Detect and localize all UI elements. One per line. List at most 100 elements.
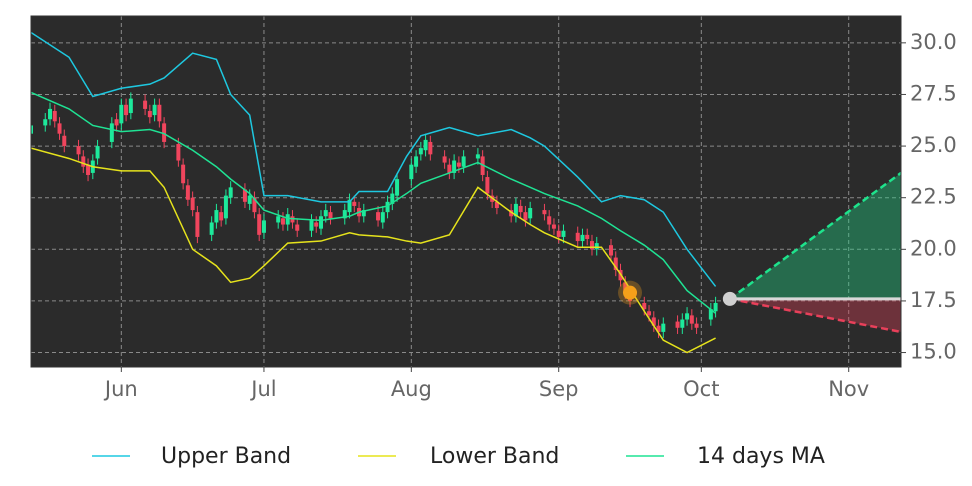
candle-body <box>247 195 252 204</box>
candle-body <box>589 241 594 250</box>
candle-body <box>385 201 390 213</box>
candle-body <box>81 156 86 167</box>
candle-body <box>76 146 81 155</box>
candle-body <box>509 210 514 217</box>
candle-body <box>181 164 186 184</box>
candle-body <box>594 243 599 250</box>
legend-label: Upper Band <box>161 444 291 469</box>
candle-body <box>319 216 323 229</box>
candle-body <box>680 319 685 328</box>
candle-body <box>689 315 694 324</box>
x-tick-label: Jun <box>103 377 138 401</box>
plot-frame <box>30 15 902 368</box>
candle-body <box>209 222 214 235</box>
y-tick-label: 15.0 <box>910 340 957 364</box>
candle-body <box>376 212 381 221</box>
candle-body <box>147 110 152 118</box>
candle-body <box>342 210 347 219</box>
band-line <box>31 91 717 314</box>
candle-body <box>580 234 585 242</box>
forecast-upper-line <box>729 171 901 300</box>
candle-body <box>223 195 228 219</box>
y-tick-label: 27.5 <box>910 81 957 105</box>
plot-background <box>31 16 901 367</box>
candle-body <box>195 212 200 237</box>
candle-body <box>219 212 224 221</box>
candle-body <box>57 123 62 134</box>
candle-body <box>675 321 680 328</box>
forecast-lower-line <box>729 297 901 334</box>
candle-body <box>124 104 129 116</box>
candle-body <box>185 185 190 200</box>
candle-body <box>31 125 33 134</box>
candle-body <box>418 148 423 155</box>
candle-body <box>347 199 352 213</box>
y-tick-label: 22.5 <box>910 185 957 209</box>
candle-body <box>513 203 518 217</box>
candle-body <box>176 144 181 161</box>
candle-body <box>361 210 366 217</box>
candle-body <box>328 212 333 219</box>
x-tick-label: Oct <box>683 377 719 401</box>
y-tick-label: 30.0 <box>910 30 957 54</box>
candle-body <box>48 108 53 120</box>
candle-body <box>109 123 114 142</box>
candle-body <box>190 197 195 211</box>
candle-body <box>86 164 91 175</box>
candle-body <box>228 187 233 198</box>
candle-body <box>261 220 266 233</box>
candle-body <box>685 313 690 320</box>
candle-body <box>475 154 480 159</box>
y-tick-label: 25.0 <box>910 133 957 157</box>
candle-body <box>713 302 718 312</box>
candle-body <box>647 311 652 316</box>
candle-body <box>423 139 428 151</box>
candle-body <box>162 123 167 142</box>
candle-body <box>609 245 613 256</box>
candle-body <box>114 119 119 126</box>
candle-body <box>651 317 656 326</box>
candle-body <box>157 104 162 122</box>
candle-body <box>352 201 357 206</box>
candle-body <box>447 164 452 173</box>
candle-body <box>390 193 395 204</box>
candle-body <box>623 282 628 293</box>
candle-body <box>656 325 661 332</box>
candle-body <box>295 224 300 231</box>
candle-body <box>257 214 262 235</box>
candle-body <box>494 201 499 209</box>
candle-body <box>613 257 618 270</box>
candle-body <box>542 210 547 215</box>
candle-body <box>323 210 328 217</box>
candle-body <box>461 156 466 167</box>
candle-body <box>52 110 57 122</box>
legend-label: 14 days MA <box>697 444 825 469</box>
forecast-lower-area <box>729 298 901 332</box>
candle-body <box>661 323 666 332</box>
candle-body <box>528 208 533 219</box>
y-tick-label: 20.0 <box>910 236 957 260</box>
candle-body <box>280 218 285 225</box>
candle-body <box>395 179 400 196</box>
candle-body <box>708 309 713 320</box>
candle-body <box>485 177 490 194</box>
x-tick-label: Nov <box>828 377 869 401</box>
candle-body <box>575 232 580 242</box>
candle-body <box>409 164 414 180</box>
candle-body <box>380 212 385 223</box>
plot-content <box>31 31 901 354</box>
candle-body <box>428 141 433 155</box>
marker <box>623 285 638 300</box>
candle-body <box>119 104 124 124</box>
candle-body <box>523 212 528 221</box>
band-line <box>31 147 716 354</box>
candle-body <box>276 216 281 223</box>
band-line <box>31 31 717 287</box>
candle-body <box>642 302 647 310</box>
candle-body <box>694 323 699 328</box>
candle-body <box>285 214 290 225</box>
candle-body <box>456 162 461 167</box>
x-tick-label: Jul <box>249 377 276 401</box>
candle-body <box>452 160 457 173</box>
